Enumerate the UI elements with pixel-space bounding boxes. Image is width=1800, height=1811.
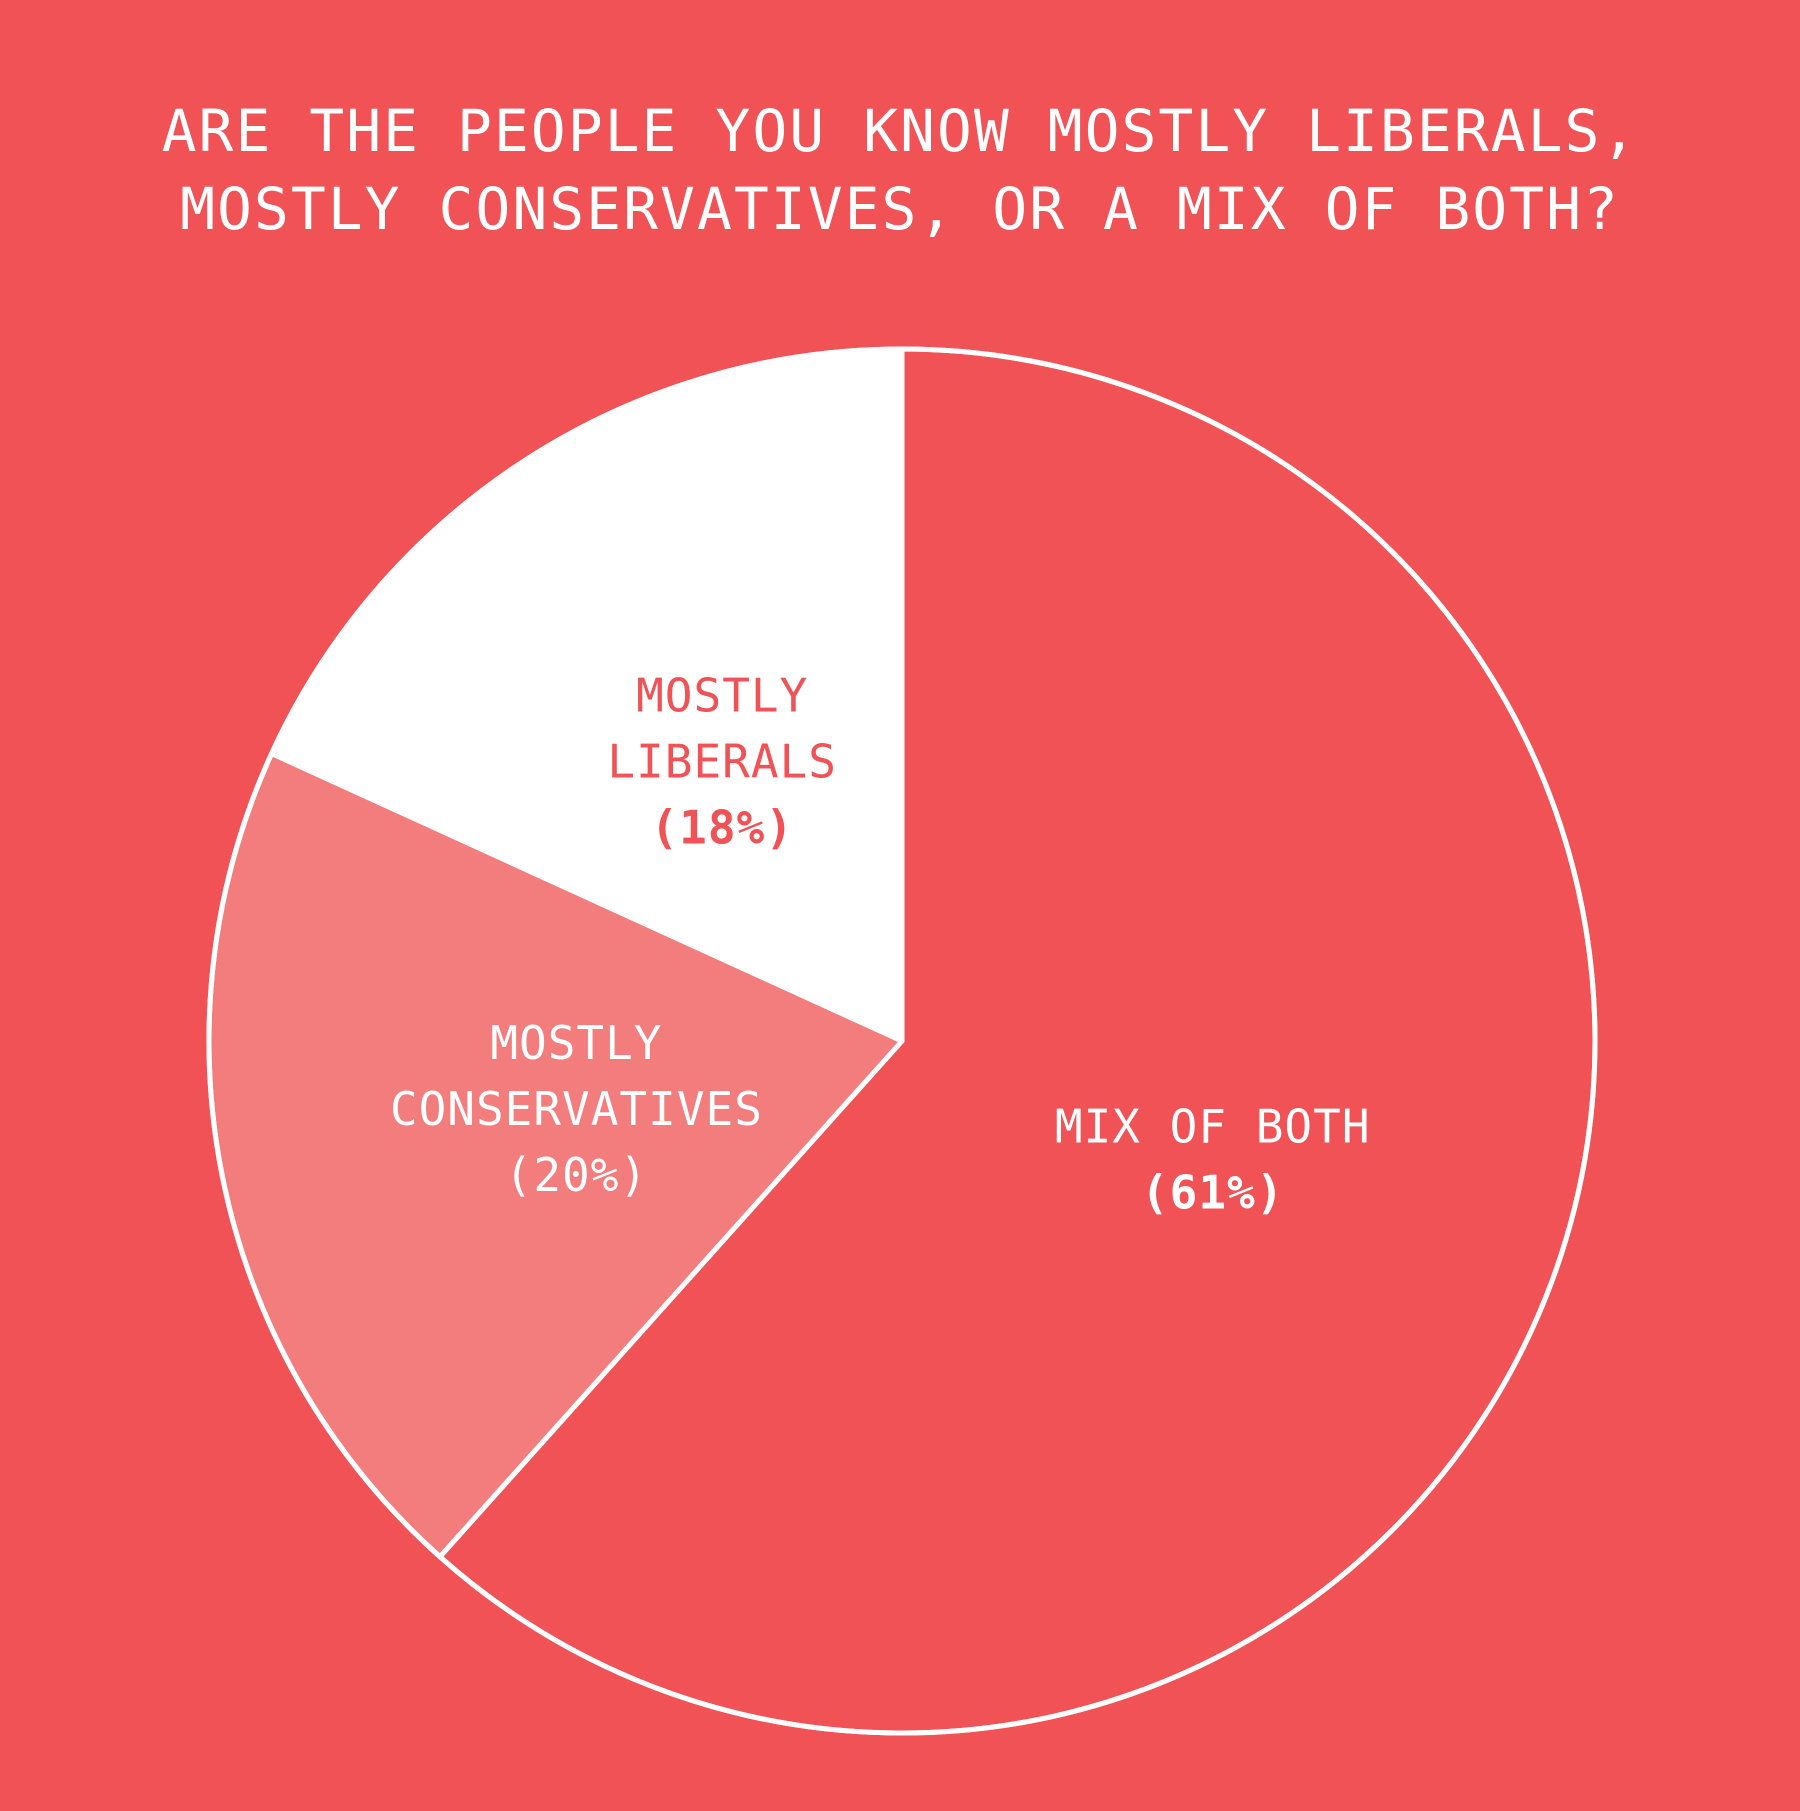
slice-percent-mostly-conservatives: (20%) xyxy=(505,1148,648,1202)
slice-label-mostly-liberals: MOSTLY LIBERALS (18%) xyxy=(607,669,837,855)
slice-label-mostly-conservatives: MOSTLY CONSERVATIVES (20%) xyxy=(390,1016,763,1202)
slice-label-mix-of-both: MIX OF BOTH (61%) xyxy=(1055,1100,1371,1220)
slice-label-line-mostly-liberals: MOSTLY xyxy=(636,669,808,723)
slice-label-line-mostly-liberals: LIBERALS xyxy=(607,735,837,789)
slice-percent-mix-of-both: (61%) xyxy=(1141,1166,1284,1220)
chart-title-line-2: MOSTLY CONSERVATIVES, OR A MIX OF BOTH? xyxy=(180,175,1620,243)
pie-slices xyxy=(206,346,1598,1736)
slice-label-line-mostly-conservatives: CONSERVATIVES xyxy=(390,1082,763,1136)
chart-title: ARE THE PEOPLE YOU KNOW MOSTLY LIBERALS,… xyxy=(0,92,1800,248)
slice-labels: MIX OF BOTH (61%) MOSTLY CONSERVATIVES (20%)… xyxy=(390,669,1371,1220)
slice-label-line-mix-of-both: MIX OF BOTH xyxy=(1055,1100,1371,1154)
pie-outline xyxy=(206,346,1598,1736)
slice-percent-mostly-liberals: (18%) xyxy=(650,801,793,855)
slice-label-line-mostly-conservatives: MOSTLY xyxy=(490,1016,662,1070)
chart-title-line-1: ARE THE PEOPLE YOU KNOW MOSTLY LIBERALS, xyxy=(161,97,1639,165)
